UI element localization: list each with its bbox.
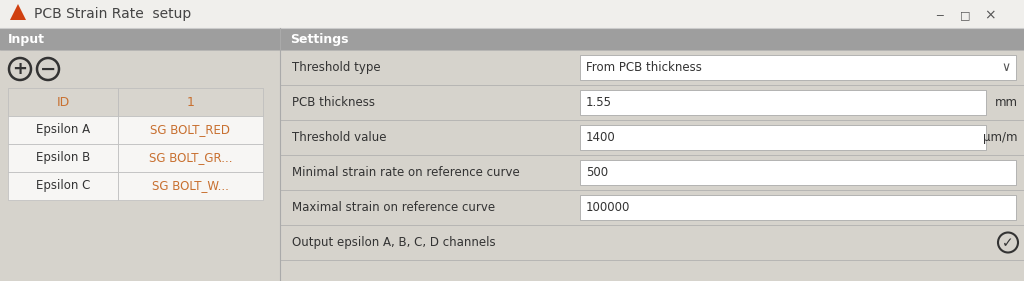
Text: Epsilon B: Epsilon B xyxy=(36,151,90,164)
FancyBboxPatch shape xyxy=(280,50,1024,85)
Text: μm/m: μm/m xyxy=(983,131,1018,144)
FancyBboxPatch shape xyxy=(8,144,118,172)
Text: SG BOLT_GR...: SG BOLT_GR... xyxy=(148,151,232,164)
Text: ×: × xyxy=(984,8,995,22)
FancyBboxPatch shape xyxy=(280,28,1024,50)
Text: Threshold value: Threshold value xyxy=(292,131,386,144)
Text: mm: mm xyxy=(995,96,1018,109)
Text: Input: Input xyxy=(8,33,45,46)
FancyBboxPatch shape xyxy=(580,55,1016,80)
FancyBboxPatch shape xyxy=(8,172,118,200)
Text: PCB thickness: PCB thickness xyxy=(292,96,375,109)
FancyBboxPatch shape xyxy=(280,85,1024,120)
Text: ✓: ✓ xyxy=(1002,237,1014,250)
FancyBboxPatch shape xyxy=(580,125,986,150)
FancyBboxPatch shape xyxy=(280,120,1024,155)
FancyBboxPatch shape xyxy=(0,0,1024,28)
FancyBboxPatch shape xyxy=(0,28,280,50)
Text: SG BOLT_RED: SG BOLT_RED xyxy=(151,124,230,137)
Text: 1: 1 xyxy=(186,96,195,108)
Text: SG BOLT_W...: SG BOLT_W... xyxy=(152,180,229,192)
FancyBboxPatch shape xyxy=(280,190,1024,225)
Text: From PCB thickness: From PCB thickness xyxy=(586,61,701,74)
Text: ID: ID xyxy=(56,96,70,108)
Text: −: − xyxy=(40,60,56,79)
FancyBboxPatch shape xyxy=(280,155,1024,190)
Text: Threshold type: Threshold type xyxy=(292,61,381,74)
Text: 1.55: 1.55 xyxy=(586,96,612,109)
Text: ─: ─ xyxy=(937,10,943,20)
Text: 100000: 100000 xyxy=(586,201,631,214)
Text: 1400: 1400 xyxy=(586,131,615,144)
Text: Epsilon C: Epsilon C xyxy=(36,180,90,192)
FancyBboxPatch shape xyxy=(580,90,986,115)
FancyBboxPatch shape xyxy=(580,195,1016,220)
Text: ∨: ∨ xyxy=(1001,61,1011,74)
Text: Minimal strain rate on reference curve: Minimal strain rate on reference curve xyxy=(292,166,520,179)
FancyBboxPatch shape xyxy=(118,116,263,144)
Text: □: □ xyxy=(959,10,971,20)
FancyBboxPatch shape xyxy=(280,225,1024,260)
Text: Output epsilon A, B, C, D channels: Output epsilon A, B, C, D channels xyxy=(292,236,496,249)
FancyBboxPatch shape xyxy=(580,160,1016,185)
FancyBboxPatch shape xyxy=(8,116,118,144)
Text: +: + xyxy=(12,60,28,78)
FancyBboxPatch shape xyxy=(118,172,263,200)
Text: Epsilon A: Epsilon A xyxy=(36,124,90,137)
Text: PCB Strain Rate  setup: PCB Strain Rate setup xyxy=(34,7,191,21)
FancyBboxPatch shape xyxy=(8,88,118,116)
FancyBboxPatch shape xyxy=(118,88,263,116)
Text: Maximal strain on reference curve: Maximal strain on reference curve xyxy=(292,201,496,214)
Text: Settings: Settings xyxy=(290,33,348,46)
FancyBboxPatch shape xyxy=(118,144,263,172)
Text: 500: 500 xyxy=(586,166,608,179)
Polygon shape xyxy=(10,4,26,20)
